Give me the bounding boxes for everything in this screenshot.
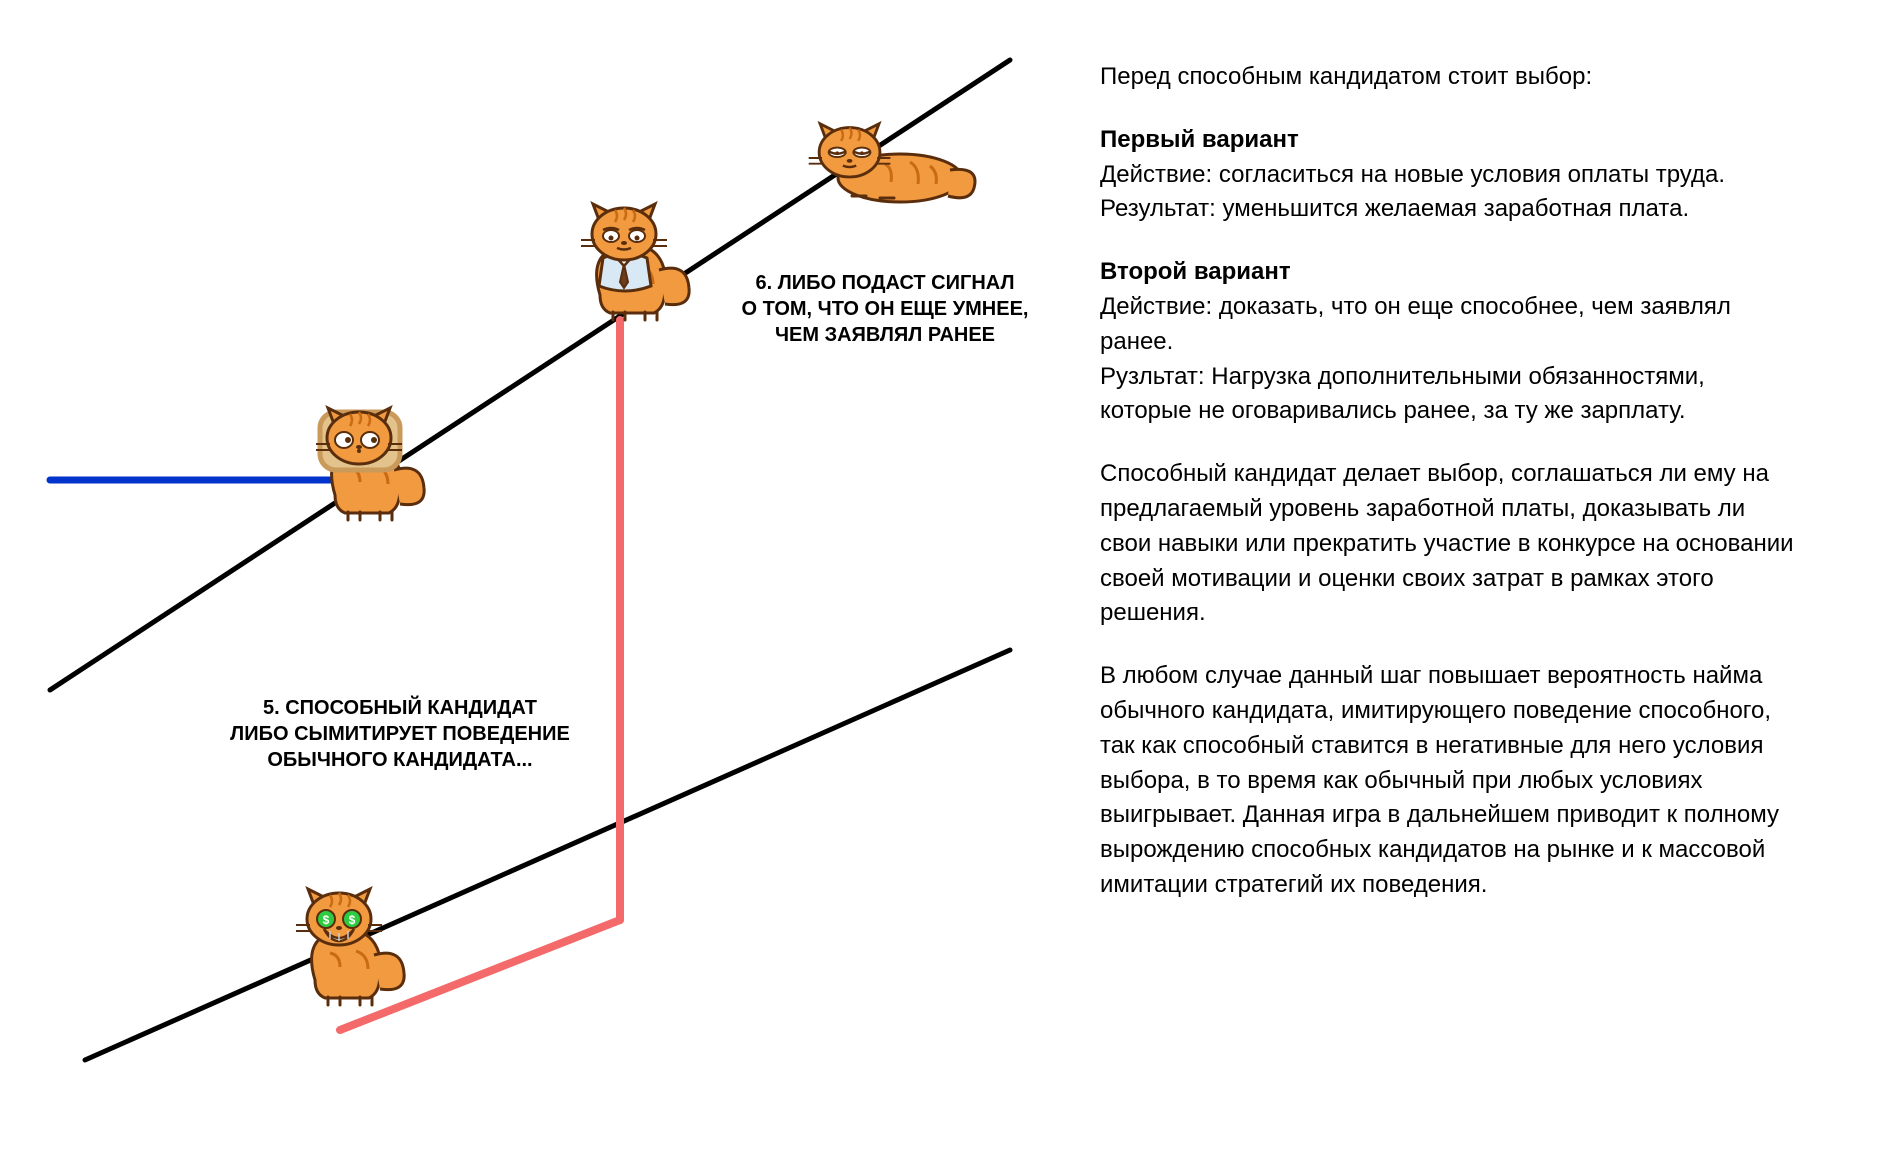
option-2-action: Действие: доказать, что он еще способнее… <box>1100 290 1800 360</box>
option-1-action: Действие: согласиться на новые условия о… <box>1100 158 1800 193</box>
paragraph-3: Способный кандидат делает выбор, соглаша… <box>1100 457 1800 631</box>
cat-lying-icon <box>790 100 980 215</box>
annotation-6: 6. ЛИБО ПОДАСТ СИГНАЛО ТОМ, ЧТО ОН ЕЩЕ У… <box>720 270 1050 348</box>
text-column: Перед способным кандидатом стоит выбор: … <box>1100 60 1800 931</box>
option-2-result: Рузльтат: Нагрузка дополнительными обяза… <box>1100 360 1800 430</box>
annotation-5: 5. СПОСОБНЫЙ КАНДИДАТЛИБО СЫМИТИРУЕТ ПОВ… <box>220 695 580 773</box>
paragraph-4: В любом случае данный шаг повышает вероя… <box>1100 659 1800 903</box>
option-1-title: Первый вариант <box>1100 123 1800 158</box>
cat-greedy-icon: $ $ <box>270 885 430 1030</box>
diagram-panel: $ $ 5. СПОСОБНЫЙ КАНДИДАТЛИБО СЫМИТИРУЕТ… <box>0 0 1050 1153</box>
option-1-block: Первый вариант Действие: согласиться на … <box>1100 123 1800 227</box>
cat-tie-icon <box>555 200 715 345</box>
svg-text:$: $ <box>349 913 356 927</box>
option-2-block: Второй вариант Действие: доказать, что о… <box>1100 255 1800 429</box>
option-2-title: Второй вариант <box>1100 255 1800 290</box>
cat-bread-icon <box>290 400 450 545</box>
intro-text: Перед способным кандидатом стоит выбор: <box>1100 60 1800 95</box>
svg-text:$: $ <box>323 913 330 927</box>
option-1-result: Результат: уменьшится желаемая заработна… <box>1100 192 1800 227</box>
